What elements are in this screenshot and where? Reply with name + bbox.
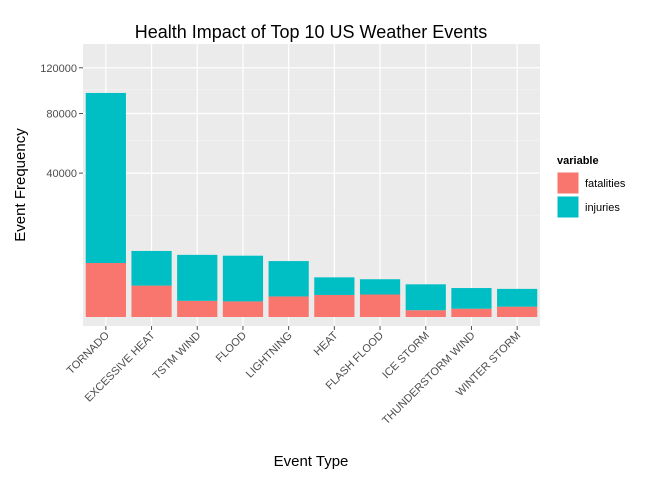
x-tick-label: LIGHTNING xyxy=(244,330,295,381)
bar-injuries-winter-storm xyxy=(497,288,538,307)
bar-injuries-flood xyxy=(222,255,264,302)
y-axis: 40000 80000 120000 xyxy=(40,63,83,180)
bar-injuries-tstm-wind xyxy=(177,254,218,301)
y-tick-label: 40000 xyxy=(46,168,77,180)
bar-injuries-ice-storm xyxy=(405,284,446,311)
bars xyxy=(85,92,538,317)
bar-fatalities-ice-storm xyxy=(405,310,446,317)
y-tick-label: 120000 xyxy=(40,63,77,75)
x-tick-label: HEAT xyxy=(312,329,341,358)
chart-title: Health Impact of Top 10 US Weather Event… xyxy=(135,22,488,42)
legend-title: variable xyxy=(557,155,599,167)
bar-injuries-flash-flood xyxy=(359,279,401,295)
bar-injuries-heat xyxy=(314,277,355,295)
bar-fatalities-lightning xyxy=(268,296,309,317)
x-tick-label: TORNADO xyxy=(65,329,113,377)
bar-fatalities-tornado xyxy=(85,263,126,317)
legend-key-fatalities xyxy=(556,171,580,195)
bar-fatalities-winter-storm xyxy=(497,306,538,317)
bar-fatalities-tstm-wind xyxy=(177,300,218,317)
bar-injuries-lightning xyxy=(268,261,309,297)
x-tick-label: THUNDERSTORM WIND xyxy=(380,330,477,427)
bar-fatalities-thunderstorm-wind xyxy=(451,308,492,317)
bar-injuries-thunderstorm-wind xyxy=(451,288,492,309)
x-axis-title: Event Type xyxy=(274,453,349,470)
legend: variable fatalities injuries xyxy=(556,155,626,219)
x-tick-label: TSTM WIND xyxy=(151,330,204,383)
bar-fatalities-flash-flood xyxy=(359,294,401,317)
bar-injuries-tornado xyxy=(85,92,126,264)
y-axis-title: Event Frequency xyxy=(12,128,29,242)
bar-fatalities-heat xyxy=(314,294,355,317)
legend-key-injuries xyxy=(556,195,580,219)
legend-label-fatalities: fatalities xyxy=(585,178,626,190)
bar-injuries-excessive-heat xyxy=(131,250,172,286)
bar-fatalities-flood xyxy=(222,301,264,317)
legend-label-injuries: injuries xyxy=(585,202,620,214)
x-tick-label: FLOOD xyxy=(214,330,249,365)
y-tick-label: 80000 xyxy=(46,109,77,121)
bar-fatalities-excessive-heat xyxy=(131,285,172,317)
